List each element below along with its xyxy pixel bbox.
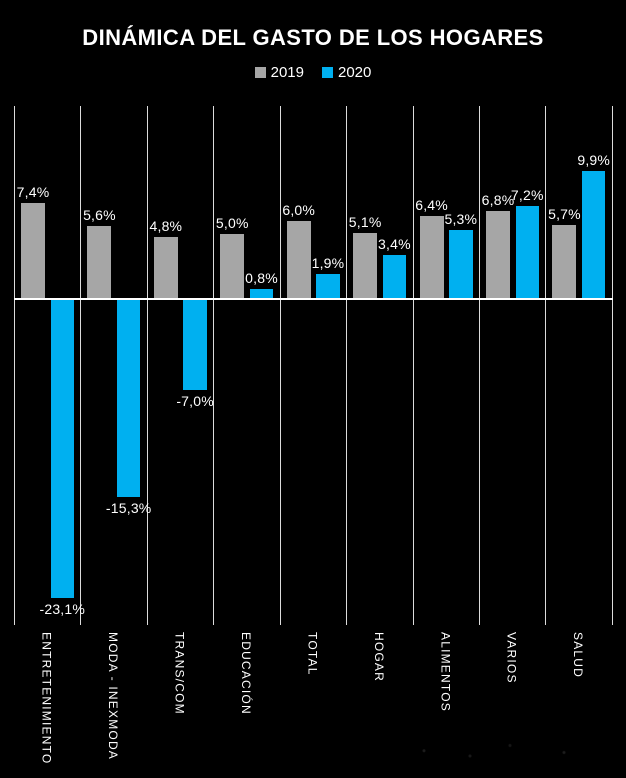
value-label-2020: 3,4% [378,235,411,252]
value-label-2019: 6,0% [282,202,316,219]
bar-2020 [183,299,207,390]
legend-label-2020: 2020 [338,64,372,81]
value-label-2019: 6,8% [481,191,515,208]
category-label: VARIOS [504,632,519,684]
category-label: TOTAL [305,632,320,676]
bar-2020 [581,170,606,299]
bar-2019 [419,216,444,299]
bar-2019 [21,203,45,299]
category-label: TRANS/COM [172,632,187,715]
legend-swatch-2019 [254,67,266,78]
value-label-2019: 5,1% [348,213,382,230]
legend-item-2019: 2019 [254,64,304,81]
category-label: EDUCACIÓN [239,632,253,715]
bar-2019 [353,232,378,299]
bar-2020 [249,288,274,299]
gridline [80,106,82,625]
gridline [213,106,215,625]
value-label-2020: 9,9% [577,151,611,168]
bar-2019 [552,225,577,299]
category-label: SALUD [571,632,586,679]
value-label-2019: 6,4% [415,197,448,214]
legend-item-2020: 2020 [322,64,371,81]
bar-2019 [87,226,112,299]
bar-2019 [220,234,245,299]
legend: 2019 2020 [0,64,626,81]
value-label-2019: 5,0% [215,215,249,232]
bar-2020 [515,205,539,299]
value-label-2020: 0,8% [245,269,278,286]
bar-2019 [153,236,178,299]
bar-2019 [486,210,510,299]
value-label-2020: -23,1% [39,601,86,618]
gridline [146,106,148,625]
watermark-smudge [400,735,600,770]
gridline [479,106,480,625]
gridline [611,106,613,625]
category-label: HOGAR [371,632,386,683]
gridline [279,106,281,625]
category-label: ALIMENTOS [438,632,453,712]
gridline [14,106,15,625]
chart-title: DINÁMICA DEL GASTO DE LOS HOGARES [82,25,544,50]
value-label-2020: -7,0% [176,392,214,409]
value-label-2020: 7,2% [510,186,544,203]
bar-2020 [50,299,74,599]
gridline [346,106,348,625]
legend-label-2019: 2019 [270,64,304,81]
bar-2020 [316,274,340,299]
bar-2020 [116,299,141,498]
value-label-2020: -15,3% [105,500,152,517]
gridline [412,106,414,625]
value-label-2019: 4,8% [149,217,183,234]
bar-2019 [286,221,311,299]
legend-swatch-2020 [322,67,333,78]
category-label: MODA - INEXMODA [106,632,121,761]
zero-axis-line [14,298,613,300]
value-label-2019: 5,6% [83,207,116,224]
value-label-2019: 5,7% [548,206,581,223]
category-label: ENTRETENIMIENTO [39,632,54,765]
value-label-2019: 7,4% [16,184,50,201]
value-label-2020: 5,3% [444,211,478,228]
bar-2020 [449,230,473,299]
gridline [545,106,547,625]
value-label-2020: 1,9% [311,255,345,272]
bar-2020 [382,254,407,299]
